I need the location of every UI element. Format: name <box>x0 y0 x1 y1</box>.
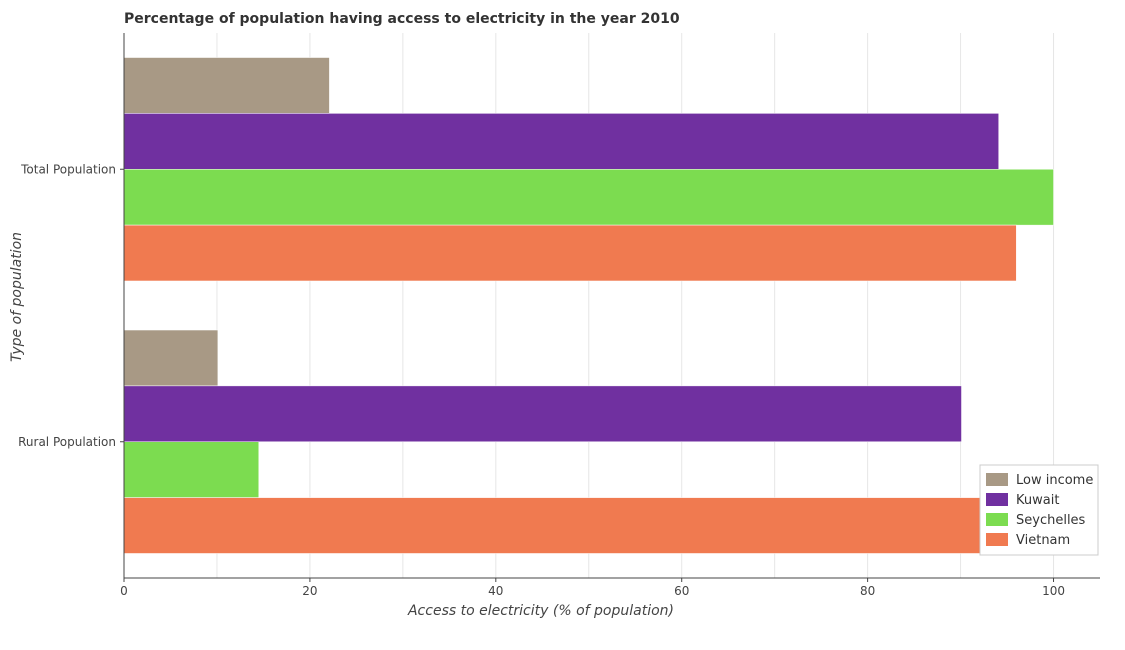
legend-label-seychelles: Seychelles <box>1016 513 1086 528</box>
x-tick-label: 20 <box>302 584 317 598</box>
bar-vietnam-total-population <box>123 224 1017 282</box>
bar-vietnam-rural-population <box>123 497 1007 554</box>
legend-swatch-seychelles <box>986 513 1008 526</box>
legend-swatch-vietnam <box>986 533 1008 546</box>
plot-area: Total Population Rural Population 0 20 40 60 8… <box>18 33 1100 598</box>
y-tick-label: Total Population <box>20 162 116 176</box>
x-axis-label: Access to electricity (% of population) <box>407 603 674 619</box>
x-tick-label: 40 <box>488 584 503 598</box>
x-tick-label: 80 <box>860 584 875 598</box>
bar-seychelles-rural-population <box>123 441 260 498</box>
chart-title: Percentage of population having access t… <box>124 11 680 27</box>
bar-kuwait-rural-population <box>123 385 962 443</box>
bar-low-income-total-population <box>123 57 330 114</box>
x-tick-label: 60 <box>674 584 689 598</box>
legend-label-low-income: Low income <box>1016 473 1093 488</box>
legend-label-vietnam: Vietnam <box>1016 533 1070 548</box>
bar-kuwait-total-population <box>123 113 999 170</box>
y-axis-label: Type of population <box>9 232 25 362</box>
bar-low-income-rural-population <box>123 329 219 387</box>
y-tick-label: Rural Population <box>18 435 116 449</box>
legend: Low income Kuwait Seychelles Vietnam <box>979 464 1099 556</box>
x-tick-label: 100 <box>1042 584 1065 598</box>
x-tick-label: 0 <box>120 584 128 598</box>
bar-seychelles-total-population <box>123 169 1054 226</box>
legend-label-kuwait: Kuwait <box>1016 493 1059 508</box>
legend-swatch-low-income <box>986 473 1008 486</box>
legend-swatch-kuwait <box>986 493 1008 506</box>
